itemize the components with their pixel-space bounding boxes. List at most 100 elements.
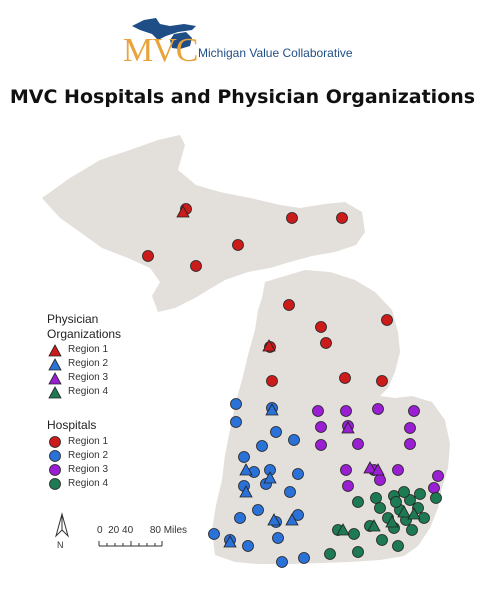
po-marker-region1 [262,339,276,352]
north-arrow-label: N [57,540,64,550]
legend-hosp-region2-circle [49,450,61,462]
hospital-marker-region4 [392,540,404,552]
hospital-marker-region4 [404,494,416,506]
hospital-marker-region4 [414,488,426,500]
legend-po-region4-label: Region 4 [68,386,109,397]
po-marker-region4 [367,519,381,532]
hospital-marker-region3 [392,464,404,476]
hospital-marker-region2 [230,398,242,410]
po-marker-region4 [385,515,399,528]
scale-bar-label: 0 20 40 80 Miles [97,525,188,536]
hospital-marker-region3 [428,482,440,494]
mvc-logo: MVC Michigan Value Collaborative [120,16,360,72]
hospital-marker-region2 [270,426,282,438]
legend-po-title-line1: Physician [47,312,99,326]
hospital-marker-region2 [238,451,250,463]
hospital-marker-region2 [284,486,296,498]
hospital-marker-region4 [352,496,364,508]
hospital-marker-region1 [142,250,154,262]
legend-po-region2-triangle [48,358,62,371]
hospital-marker-region3 [352,438,364,450]
legend-hosp-region2-label: Region 2 [68,450,109,461]
hospital-marker-region3 [374,474,386,486]
hospital-marker-region1 [339,372,351,384]
map-title: MVC Hospitals and Physician Organization… [9,86,476,108]
hospital-marker-region4 [390,496,402,508]
hospital-marker-region4 [418,512,430,524]
logo-tagline: Michigan Value Collaborative [198,46,353,60]
legend-po-title: Physician Organizations [47,312,121,342]
logo-mark: MVC [123,32,198,69]
legend-hosp-title: Hospitals [47,418,97,432]
po-marker-region2 [223,535,237,548]
legend-hosp-region4-circle [49,478,61,490]
hospital-marker-region1 [283,299,295,311]
hospital-marker-region4 [374,502,386,514]
legend-hosp-region3-label: Region 3 [68,464,109,475]
hospital-marker-region1 [232,239,244,251]
legend-po-region3-triangle [48,372,62,385]
hospital-marker-region2 [230,416,242,428]
legend-po-symbols [48,344,62,399]
po-marker-region1 [176,205,190,218]
hospital-marker-region3 [312,405,324,417]
po-marker-region2 [265,403,279,416]
legend-po-title-line2: Organizations [47,327,122,341]
legend-po-region1-triangle [48,344,62,357]
michigan-silhouette-icon [132,18,196,49]
hospital-marker-region4 [348,528,360,540]
po-marker-region3 [341,421,355,434]
hospital-marker-region2 [256,440,268,452]
hospital-marker-region2 [298,552,310,564]
po-marker-region3 [363,461,377,474]
hospital-marker-region4 [398,486,410,498]
legend-po-region4-triangle [48,386,62,399]
hospital-marker-region3 [404,422,416,434]
legend-hosp-region4-label: Region 4 [68,478,109,489]
legend-hosp-region1-circle [49,436,61,448]
hospital-marker-region4 [324,548,336,560]
hospital-marker-region2 [292,468,304,480]
hospital-marker-region2 [208,528,220,540]
hospital-marker-region3 [342,480,354,492]
hospital-marker-region2 [276,556,288,568]
po-marker-region2 [239,463,253,476]
hospital-marker-region1 [376,375,388,387]
hospital-marker-region3 [432,470,444,482]
legend-hospital-symbols [49,436,61,490]
hospital-marker-region1 [381,314,393,326]
legend-po-region2-label: Region 2 [68,358,109,369]
hospital-marker-region2 [242,540,254,552]
hospital-marker-region1 [320,337,332,349]
upper-peninsula-land [42,135,365,312]
hospital-marker-region4 [352,546,364,558]
hospital-marker-region1 [315,321,327,333]
hospital-marker-region4 [376,534,388,546]
hospital-marker-region2 [288,434,300,446]
hospital-marker-region3 [315,439,327,451]
hospital-marker-region3 [404,438,416,450]
po-marker-region2 [263,471,277,484]
hospital-marker-region2 [252,504,264,516]
hospital-marker-region3 [372,403,384,415]
hospital-marker-region4 [430,492,442,504]
north-arrow-icon [55,512,69,538]
po-marker-region2 [267,513,281,526]
hospital-marker-region4 [370,492,382,504]
hospital-marker-region1 [266,375,278,387]
hospital-marker-region3 [315,421,327,433]
hospital-marker-region2 [234,512,246,524]
po-marker-region3 [371,463,385,476]
hospital-marker-region3 [408,405,420,417]
hospital-marker-region1 [190,260,202,272]
hospital-marker-region1 [336,212,348,224]
hospital-marker-region3 [340,405,352,417]
map-markers [142,203,444,568]
po-marker-region4 [397,505,411,518]
scale-bar [98,541,163,547]
legend-po-region3-label: Region 3 [68,372,109,383]
legend-po-region1-label: Region 1 [68,344,109,355]
legend-hosp-region3-circle [49,464,61,476]
po-marker-region4 [336,523,350,536]
